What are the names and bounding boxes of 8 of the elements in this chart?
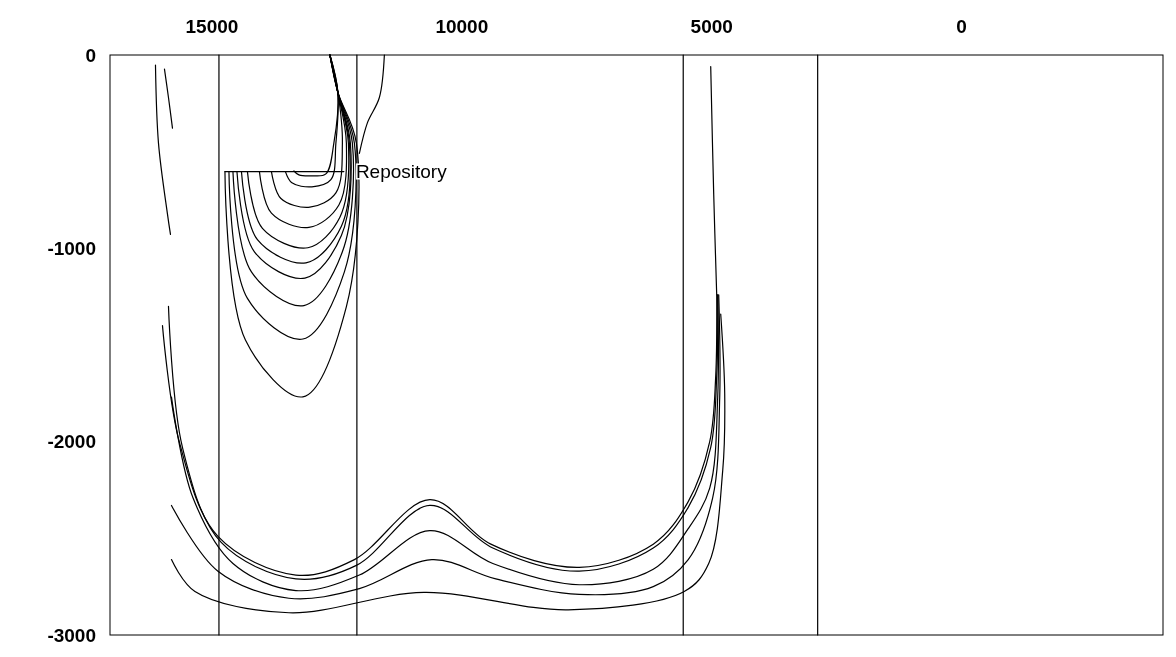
y-tick-label: -1000 [47,237,96,259]
y-tick-label: -2000 [47,431,96,453]
y-tick-label: 0 [85,44,96,66]
x-tick-label: 15000 [185,16,239,37]
x-tick-label: 5000 [690,16,733,37]
x-tick-label: 10000 [435,16,489,37]
x-tick-label: 0 [956,16,967,37]
y-tick-label: -3000 [47,624,96,646]
